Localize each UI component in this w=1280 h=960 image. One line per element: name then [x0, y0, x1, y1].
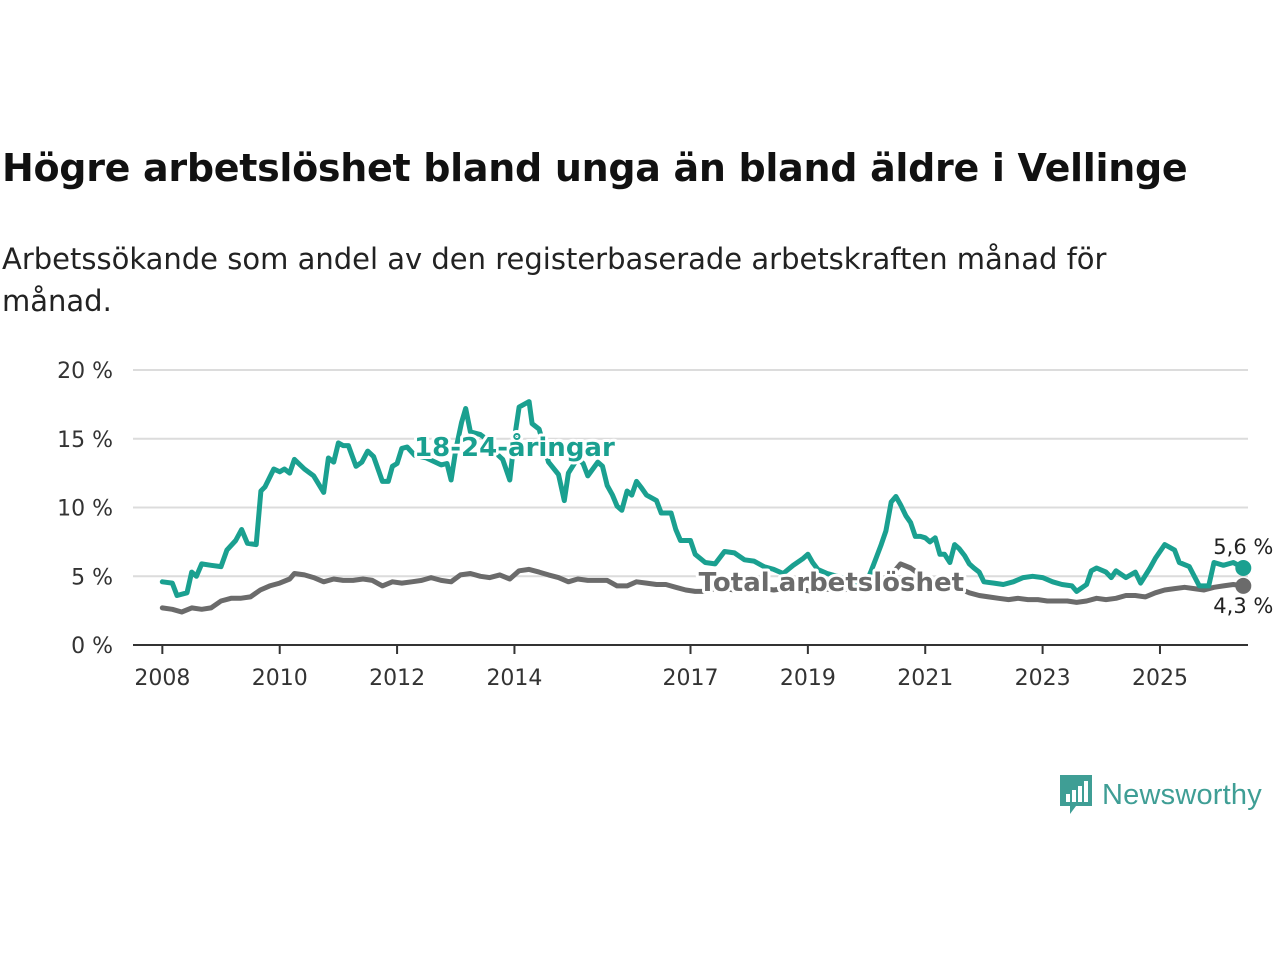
x-tick-label: 2025 [1132, 666, 1188, 691]
end-value-label-total: 4,3 % [1213, 594, 1273, 618]
series-annotation-young: 18-24-åringar [414, 431, 615, 463]
y-tick-label: 20 % [57, 359, 113, 384]
x-tick-label: 2019 [780, 666, 836, 691]
x-tick-label: 2017 [663, 666, 719, 691]
x-tick-label: 2021 [897, 666, 953, 691]
line-chart: 0 % 5 % 10 % 15 % 20 % 2008 2010 2012 2014 2017 20… [57, 359, 1273, 691]
axis-layer: 0 % 5 % 10 % 15 % 20 % 2008 2010 2012 2014 2017 20… [57, 359, 1248, 691]
newsworthy-logo[interactable]: Newsworthy [1058, 770, 1278, 820]
grid-layer [133, 369, 1248, 578]
series-annotation-total: Total arbetslöshet [699, 568, 964, 598]
chart-subtitle: Arbetssökande som andel av den registerb… [2, 242, 1107, 318]
x-tick-label: 2010 [252, 666, 308, 691]
series-end-marker-young [1235, 560, 1252, 576]
x-tick-label: 2023 [1015, 666, 1071, 691]
x-tick-label: 2012 [369, 666, 425, 691]
series-line-young [159, 399, 1246, 598]
series-layer [159, 399, 1252, 615]
x-tick-label: 2014 [486, 666, 542, 691]
label-layer: 5,6 % 4,3 % 18-24-åringar Total arbetslöshe… [411, 428, 1273, 618]
series-line-total [159, 561, 1246, 615]
y-tick-label: 10 % [57, 497, 113, 522]
series-end-marker-total [1235, 577, 1252, 594]
newsworthy-logo-text: Newsworthy [1102, 778, 1262, 811]
x-tick-label: 2008 [134, 666, 190, 691]
y-tick-label: 5 % [71, 565, 113, 590]
newsworthy-logo-icon [1060, 775, 1092, 814]
chart-title: Högre arbetslöshet bland unga än bland ä… [2, 146, 1188, 190]
end-value-label-young: 5,6 % [1213, 535, 1273, 559]
y-tick-label: 15 % [57, 428, 113, 453]
y-tick-label: 0 % [71, 634, 113, 659]
